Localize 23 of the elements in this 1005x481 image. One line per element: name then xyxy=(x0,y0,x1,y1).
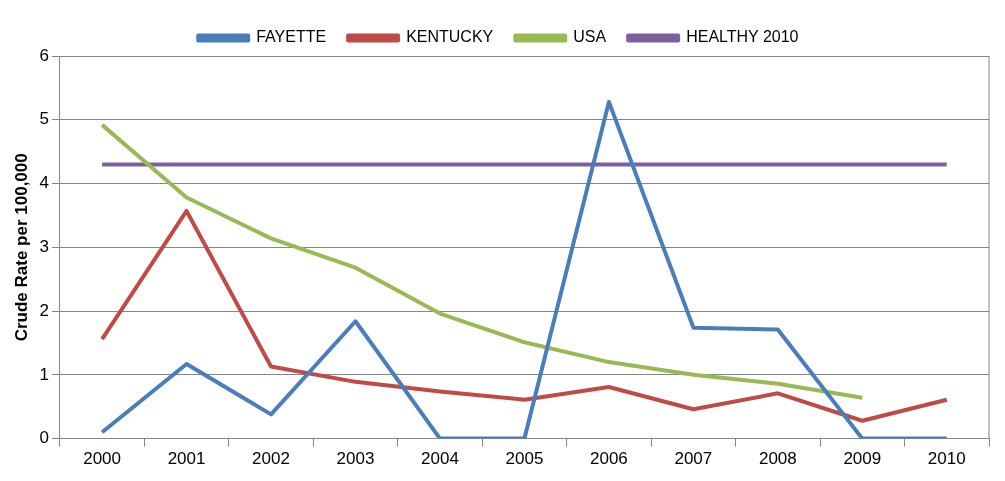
x-tick-label: 2000 xyxy=(83,449,121,469)
y-tick-label: 2 xyxy=(39,300,49,320)
x-tick-label: 2002 xyxy=(252,449,290,469)
x-tick-label: 2007 xyxy=(674,449,713,469)
y-tick-label: 5 xyxy=(39,109,49,129)
y-tick-label: 1 xyxy=(39,364,49,384)
y-tick-label: 4 xyxy=(39,173,49,193)
x-tick-label: 2003 xyxy=(336,449,375,469)
y-tick-label: 3 xyxy=(39,236,49,256)
y-tick-label: 6 xyxy=(39,45,49,65)
legend-label: HEALTHY 2010 xyxy=(686,28,799,46)
legend-label: USA xyxy=(573,28,607,46)
y-axis-title: Crude Rate per 100,000 xyxy=(11,153,31,342)
x-tick-label: 2006 xyxy=(589,449,628,469)
y-tick-label: 0 xyxy=(39,428,49,448)
x-tick-label: 2008 xyxy=(758,449,797,469)
x-tick-label: 2010 xyxy=(927,449,966,469)
legend-label: FAYETTE xyxy=(256,28,327,46)
legend-label: KENTUCKY xyxy=(406,28,494,46)
x-tick-label: 2005 xyxy=(505,449,544,469)
x-tick-label: 2004 xyxy=(421,449,459,469)
x-tick-label: 2001 xyxy=(167,449,206,469)
x-tick-label: 2009 xyxy=(843,449,882,469)
